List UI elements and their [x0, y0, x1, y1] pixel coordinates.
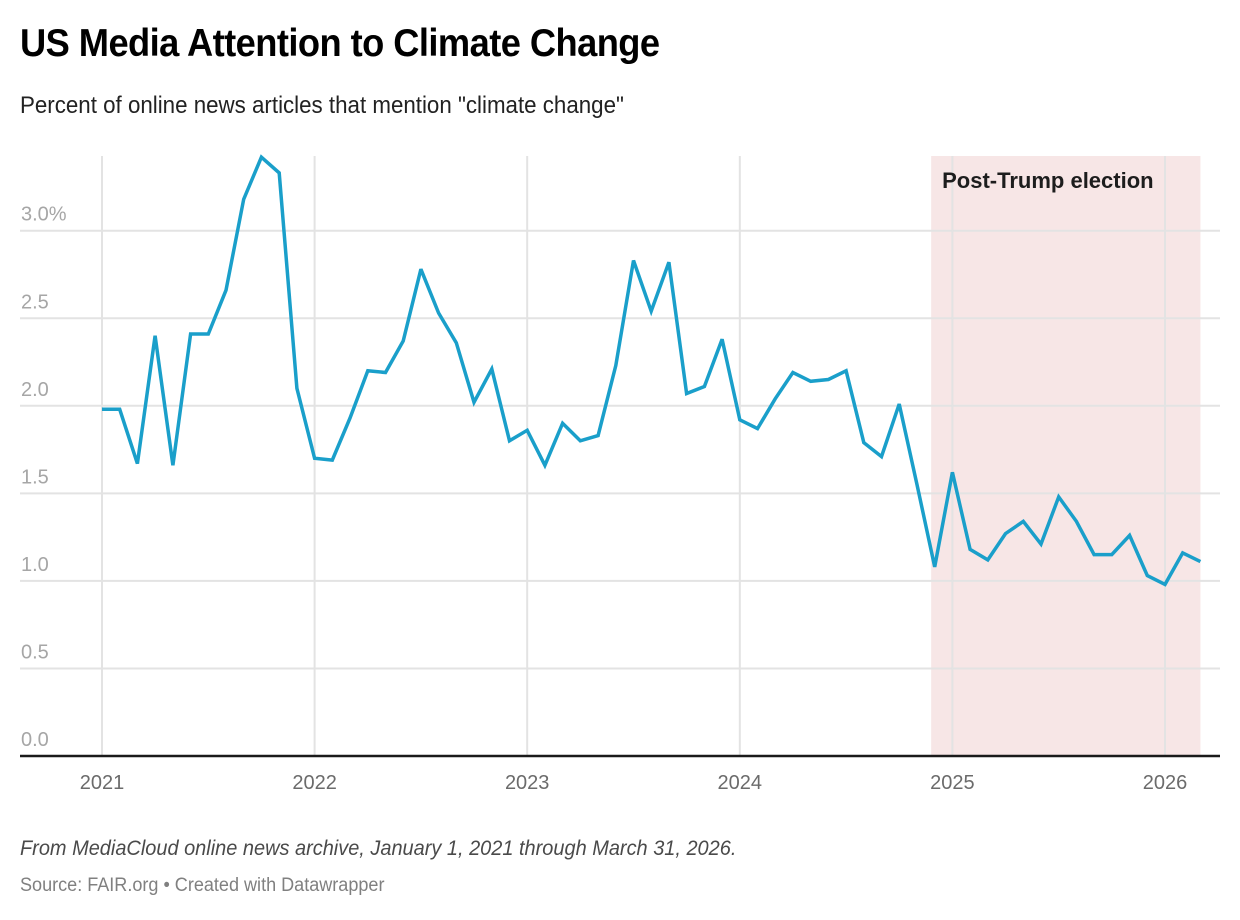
data-point [275, 169, 283, 177]
y-tick-label: 3.0% [21, 204, 67, 226]
data-point [204, 330, 212, 338]
x-tick-label: 2025 [930, 772, 975, 794]
data-point [754, 425, 762, 433]
data-point [435, 309, 443, 317]
data-point [594, 432, 602, 440]
data-point [381, 369, 389, 377]
data-point [523, 426, 531, 434]
data-point [630, 256, 638, 264]
data-point [98, 405, 106, 413]
data-point [505, 437, 513, 445]
y-tick-label: 2.0 [21, 379, 49, 401]
data-point [1143, 572, 1151, 580]
x-tick-label: 2023 [505, 772, 550, 794]
data-point [346, 414, 354, 422]
data-point [824, 376, 832, 384]
data-point [931, 563, 939, 571]
data-point [1019, 517, 1027, 525]
band-label: Post-Trump election [942, 168, 1153, 193]
data-point [842, 367, 850, 375]
data-point [169, 461, 177, 469]
data-point [612, 362, 620, 370]
y-tick-label: 0.0 [21, 729, 49, 751]
data-point [647, 307, 655, 315]
data-point [559, 419, 567, 427]
data-point [452, 339, 460, 347]
data-point [133, 460, 141, 468]
chart-title: US Media Attention to Climate Change [20, 22, 660, 65]
data-point [1002, 530, 1010, 538]
data-point [257, 153, 265, 161]
data-point [187, 330, 195, 338]
data-point [470, 398, 478, 406]
data-point [789, 369, 797, 377]
data-point [1055, 493, 1063, 501]
data-point [541, 461, 549, 469]
data-point [488, 365, 496, 373]
data-point [860, 439, 868, 447]
data-point [1179, 549, 1187, 557]
data-point [364, 367, 372, 375]
data-point [328, 456, 336, 464]
y-tick-label: 1.0 [21, 554, 49, 576]
data-point [1161, 580, 1169, 588]
data-point [718, 335, 726, 343]
x-tick-label: 2024 [718, 772, 763, 794]
data-point [683, 390, 691, 398]
data-point [913, 481, 921, 489]
chart-subtitle: Percent of online news articles that men… [20, 92, 624, 119]
y-tick-label: 2.5 [21, 291, 49, 313]
data-point [948, 468, 956, 476]
data-point [151, 332, 159, 340]
data-point [966, 545, 974, 553]
data-point [1090, 551, 1098, 559]
data-point [116, 405, 124, 413]
data-point [665, 258, 673, 266]
data-point [1037, 540, 1045, 548]
data-point [984, 556, 992, 564]
data-point [700, 383, 708, 391]
data-point [576, 437, 584, 445]
data-point [1126, 531, 1134, 539]
data-point [240, 195, 248, 203]
data-point [222, 286, 230, 294]
data-point [1108, 551, 1116, 559]
series-line [102, 154, 1202, 587]
x-tick-label: 2021 [80, 772, 125, 794]
data-point [417, 265, 425, 273]
y-tick-label: 0.5 [21, 641, 49, 663]
x-tick-label: 2026 [1143, 772, 1188, 794]
data-point [1072, 517, 1080, 525]
data-point [878, 453, 886, 461]
data-point [807, 377, 815, 385]
data-point [399, 337, 407, 345]
post-election-band [931, 156, 1201, 756]
data-point [311, 454, 319, 462]
data-point [895, 400, 903, 408]
y-tick-label: 1.5 [21, 466, 49, 488]
data-point [1196, 558, 1204, 566]
chart-source: Source: FAIR.org • Created with Datawrap… [20, 875, 385, 896]
data-point [771, 395, 779, 403]
chart-notes: From MediaCloud online news archive, Jan… [20, 837, 737, 860]
data-point [293, 384, 301, 392]
data-point [736, 416, 744, 424]
x-tick-label: 2022 [292, 772, 337, 794]
